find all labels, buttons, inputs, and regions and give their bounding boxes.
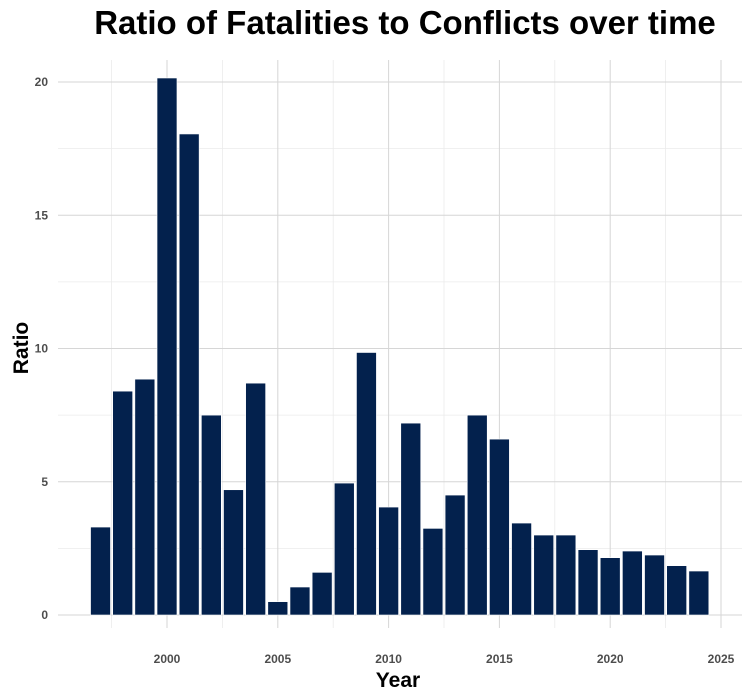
bar-1997 xyxy=(90,526,111,616)
x-tick-label: 2000 xyxy=(154,652,181,666)
bar-2000 xyxy=(156,77,178,616)
bar-2021 xyxy=(622,550,643,616)
bar-2011 xyxy=(400,422,422,616)
bar-2013 xyxy=(444,494,466,616)
bar-2018 xyxy=(555,534,577,616)
bar-1998 xyxy=(112,390,133,616)
bar-2015 xyxy=(489,438,510,616)
x-tick-label: 2025 xyxy=(708,652,735,666)
bar-2020 xyxy=(599,557,621,616)
x-tick-label: 2020 xyxy=(597,652,624,666)
bar-2022 xyxy=(644,554,665,616)
bar-2007 xyxy=(311,572,333,616)
x-axis-title: Year xyxy=(376,669,420,692)
y-tick-label: 0 xyxy=(41,608,48,622)
y-tick-label: 20 xyxy=(35,75,49,89)
bar-2014 xyxy=(466,414,488,616)
bar-2005 xyxy=(267,601,289,616)
y-tick-label: 5 xyxy=(41,475,48,489)
x-tick-label: 2010 xyxy=(375,652,402,666)
y-tick-labels: 0 5 10 15 20 xyxy=(35,75,49,622)
bar-2008 xyxy=(334,482,355,616)
bar-2019 xyxy=(577,549,599,616)
bar-2010 xyxy=(378,506,399,616)
bar-2003 xyxy=(223,489,244,616)
bar-2009 xyxy=(356,352,377,616)
bar-2016 xyxy=(511,522,532,616)
bar-2006 xyxy=(289,586,311,616)
bar-2002 xyxy=(201,414,222,616)
x-tick-labels: 2000 2005 2010 2015 2020 2025 xyxy=(154,652,735,666)
bar-1999 xyxy=(134,378,156,616)
chart-title: Ratio of Fatalities to Conflicts over ti… xyxy=(94,4,716,41)
y-tick-label: 15 xyxy=(35,208,49,222)
bar-2001 xyxy=(178,133,200,616)
bar-2023 xyxy=(666,565,687,616)
x-tick-label: 2015 xyxy=(486,652,513,666)
bar-2012 xyxy=(422,528,444,616)
bar-2017 xyxy=(533,534,554,616)
y-tick-label: 10 xyxy=(35,342,49,356)
x-tick-label: 2005 xyxy=(264,652,291,666)
bar-2004 xyxy=(245,382,266,616)
y-axis-title: Ratio xyxy=(10,322,33,375)
bar-2024 xyxy=(688,570,710,616)
bars-group xyxy=(90,77,710,616)
